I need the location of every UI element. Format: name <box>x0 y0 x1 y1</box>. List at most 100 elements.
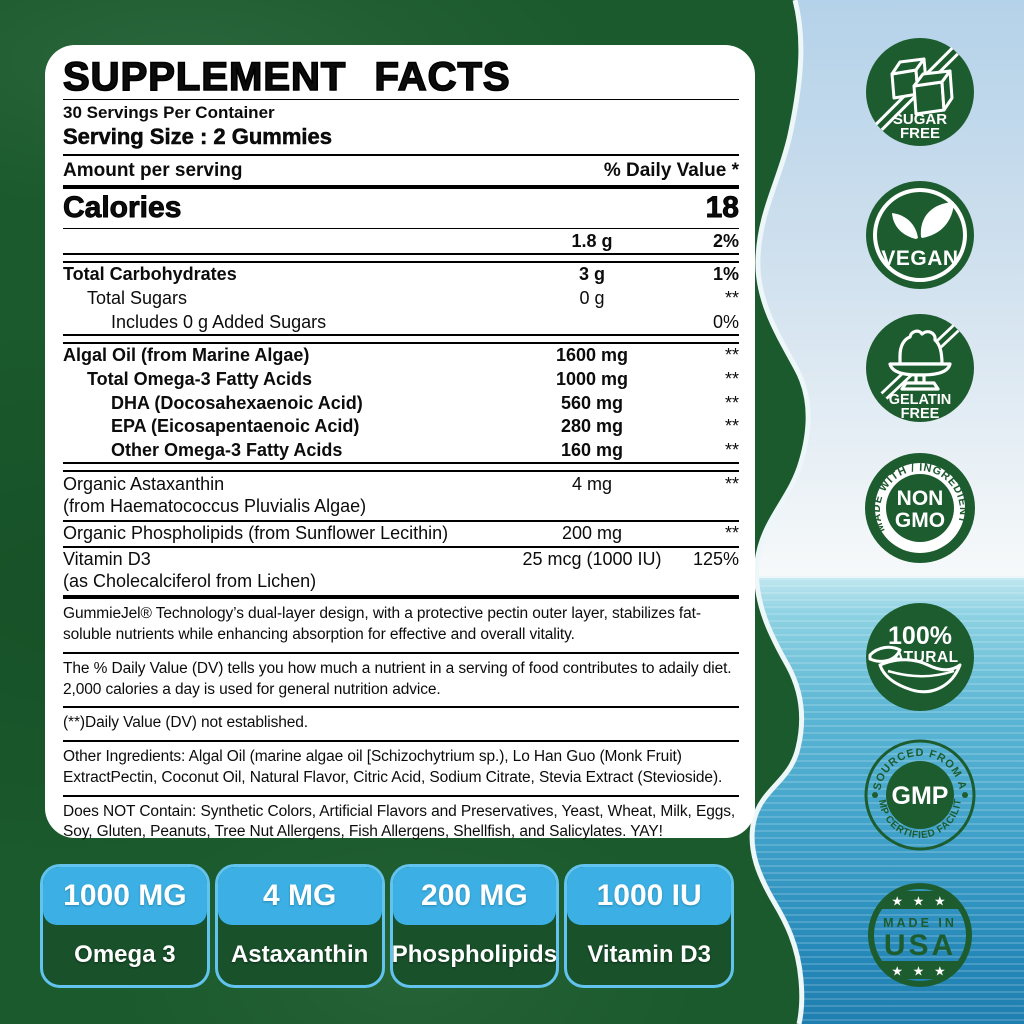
nutrient-name: Organic Astaxanthin <box>63 473 225 494</box>
seal-text: GMO <box>895 509 945 532</box>
nutrient-source: (from Haematococcus Pluvialis Algae) <box>63 495 367 516</box>
nutrient-source: (as Cholecalciferol from Lichen) <box>63 571 317 592</box>
seal-text: GMP <box>892 782 949 810</box>
nutrient-dv: ** <box>724 368 739 389</box>
vegan-seal: VEGAN <box>864 179 976 291</box>
panel-title: SUPPLEMENT FACTS <box>62 54 511 100</box>
servings-per-container: 30 Servings Per Container <box>63 103 275 122</box>
divider <box>63 519 739 522</box>
highlight-badges: 1000 MG Omega 3 4 MG Astaxanthin 200 MG … <box>40 864 734 988</box>
nutrient-row: Includes 0 g Added Sugars 0% <box>63 310 739 334</box>
does-not-contain: Does NOT Contain: Synthetic Colors, Arti… <box>63 802 736 841</box>
seal-text: NON <box>897 487 944 510</box>
nutrient-amount: 1.8 g <box>571 230 613 251</box>
nutrient-dv: ** <box>724 345 739 366</box>
divider <box>63 706 739 709</box>
nutrient-name: Includes 0 g Added Sugars <box>111 311 327 332</box>
divider-double <box>63 333 739 344</box>
non-gmo-seal: MADE WITH / INGREDIENTS NON GMO <box>860 443 976 564</box>
nutrient-row: Algal Oil (from Marine Algae) 1600 mg ** <box>63 344 739 368</box>
nutrient-row: Organic Astaxanthin 4 mg ** <box>63 472 739 496</box>
gummiejel-note: GummieJel® Technology’s dual-layer desig… <box>63 605 701 644</box>
nutrient-name: Organic Phospholipids (from Sunflower Le… <box>63 523 449 544</box>
nutrient-dv: 125% <box>692 549 739 570</box>
stars-icon: ★ ★ ★ <box>891 894 948 909</box>
ocean-horizon <box>738 576 1024 579</box>
nutrient-dv: 1% <box>712 264 739 285</box>
divider <box>63 740 739 743</box>
badge-omega3: 1000 MG Omega 3 <box>40 864 210 988</box>
non-gmo-icon: MADE WITH / INGREDIENTS NON GMO <box>860 443 975 563</box>
leaves-icon <box>892 202 954 239</box>
nutrient-dv: ** <box>724 392 739 413</box>
divider <box>63 545 739 548</box>
nutrient-name: Total Sugars <box>87 287 188 308</box>
leaf-icon <box>868 645 962 694</box>
nutrient-row: Organic Phospholipids (from Sunflower Le… <box>63 522 739 546</box>
nutrient-dv: ** <box>724 523 739 544</box>
nutrient-amount: 200 mg <box>561 523 623 544</box>
badge-label: Astaxanthin <box>230 941 369 968</box>
badge-phospholipids: 200 MG Phospholipids <box>389 864 560 988</box>
divider-thick <box>63 185 739 189</box>
nutrient-name: Total Carbohydrates <box>63 264 237 285</box>
nutrient-name: Other Omega-3 Fatty Acids <box>111 440 343 460</box>
gelatin-free-seal: GELATIN FREE <box>864 312 976 424</box>
nutrient-amount: 280 mg <box>560 416 624 437</box>
calories-row: Calories 18 <box>63 189 740 228</box>
daily-value-note: The % Daily Value (DV) tells you how muc… <box>63 659 732 698</box>
seal-text: SUGAR <box>893 111 947 128</box>
divider <box>63 794 739 797</box>
divider <box>63 154 739 156</box>
nutrient-dv: ** <box>724 440 739 460</box>
nutrient-name: Algal Oil (from Marine Algae) <box>63 345 310 366</box>
supplement-facts-panel: SUPPLEMENT FACTS 30 Servings Per Contain… <box>45 45 755 840</box>
divider-thick <box>63 595 739 600</box>
nutrient-row: Vitamin D3 25 mcg (1000 IU) 125% <box>63 548 739 572</box>
nutrient-amount: 1000 mg <box>555 368 629 389</box>
nutrient-dv: ** <box>724 473 739 494</box>
nutrient-row: Total Sugars 0 g ** <box>63 286 739 310</box>
nutrient-row: Total Omega-3 Fatty Acids 1000 mg ** <box>63 367 739 391</box>
nutrient-amount: 3 g <box>578 264 605 285</box>
sugar-free-seal: SUGAR FREE <box>864 36 976 148</box>
column-header-amount: Amount per serving <box>63 160 243 181</box>
divider <box>63 99 739 100</box>
nutrient-name: Vitamin D3 <box>63 549 151 570</box>
made-in-usa-seal: ★ ★ ★ MADE IN USA ★ ★ ★ <box>864 879 976 991</box>
divider-double <box>63 252 739 263</box>
badge-vitamin-d3: 1000 IU Vitamin D3 <box>564 864 734 988</box>
nutrient-dv: ** <box>724 287 739 308</box>
seal-text: FREE <box>900 125 940 142</box>
nutrient-row: DHA (Docosahexaenoic Acid) 560 mg ** <box>63 391 739 415</box>
other-ingredients: Other Ingredients: Algal Oil (marine alg… <box>63 748 723 786</box>
nutrient-dv: ** <box>724 416 739 437</box>
nutrient-amount: 560 mg <box>560 392 624 413</box>
divider <box>63 228 739 229</box>
natural-icon: 100% NATURAL <box>866 603 974 711</box>
nutrient-row: 1.8 g 2% <box>63 229 739 253</box>
seal-text: FREE <box>901 406 940 422</box>
seal-text: GELATIN <box>889 392 952 408</box>
jelly-icon <box>888 329 952 391</box>
nutrient-amount: 160 mg <box>560 440 624 460</box>
gmp-seal: SOURCED FROM A GMP CERTIFIED FACILITY GM… <box>860 731 976 851</box>
badge-astaxanthin: 4 MG Astaxanthin <box>214 864 385 988</box>
serving-size: Serving Size : 2 Gummies <box>63 124 332 150</box>
nutrient-row: Other Omega-3 Fatty Acids 160 mg ** <box>63 439 739 463</box>
made-in-usa-icon: ★ ★ ★ MADE IN USA ★ ★ ★ <box>868 883 972 987</box>
nutrient-amount: 1600 mg <box>555 345 629 366</box>
vegan-icon: VEGAN <box>866 181 974 289</box>
badge-value: 1000 MG <box>43 867 207 925</box>
calories-label: Calories <box>63 191 182 225</box>
nutrient-row: EPA (Eicosapentaenoic Acid) 280 mg ** <box>63 415 739 439</box>
nutrient-dv: 0% <box>712 311 739 332</box>
nutrient-name: DHA (Docosahexaenoic Acid) <box>111 392 363 413</box>
gmp-icon: SOURCED FROM A GMP CERTIFIED FACILITY GM… <box>860 731 976 851</box>
nutrient-name: Total Omega-3 Fatty Acids <box>87 368 313 389</box>
column-header-daily-value: % Daily Value * <box>603 160 739 181</box>
seal-text: USA <box>884 929 956 962</box>
badge-label: Vitamin D3 <box>587 941 711 968</box>
nutrient-amount: 4 mg <box>571 473 613 494</box>
natural-seal: 100% NATURAL <box>864 601 976 713</box>
